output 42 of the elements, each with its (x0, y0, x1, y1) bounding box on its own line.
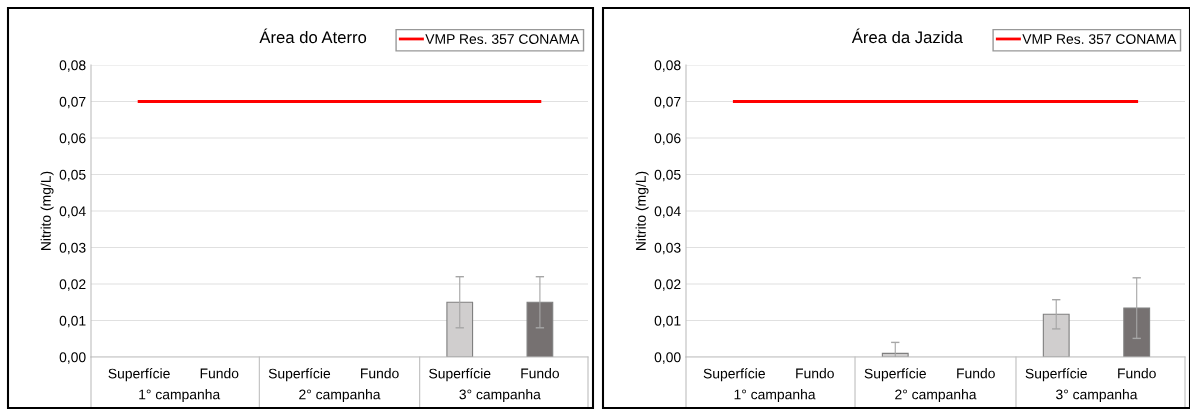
x-tick-label: Fundo (957, 368, 995, 379)
x-tick-label: Superfície (703, 368, 765, 382)
y-tick-label: 0,08 (654, 60, 681, 72)
y-tick-label: 0,03 (654, 242, 681, 255)
y-tick-label: 0,02 (59, 279, 86, 291)
y-tick-label: 0,05 (59, 169, 86, 182)
x-tick-label: Fundo (521, 368, 560, 379)
x-tick-label: Fundo (361, 368, 399, 379)
x-tick-label: Superfície (864, 368, 926, 382)
x-tick-label: Fundo (1118, 368, 1156, 379)
y-tick-label: 0,07 (654, 96, 681, 109)
y-tick-label: 0,06 (59, 133, 86, 145)
x-tick-label: Superfície (268, 368, 331, 382)
y-tick-label: 0,01 (654, 315, 681, 328)
x-tick-label: Superfície (429, 368, 491, 382)
text: 3° campanha (1056, 389, 1138, 403)
y-axis-title: Nitrito (mg/L) (40, 171, 54, 250)
text: 2° campanha (895, 389, 977, 403)
text: 1° campanha (734, 389, 816, 403)
x-tick-label: Fundo (796, 368, 834, 379)
y-tick-label: 0,00 (654, 352, 681, 364)
legend-label: VMP Res. 357 CONAMA (425, 34, 580, 44)
y-tick-label: 0,05 (654, 169, 681, 182)
y-tick-label: 0,08 (59, 60, 86, 72)
x-tick-label: Superfície (108, 368, 170, 382)
x-tick-label: Fundo (200, 368, 239, 379)
text: 3° campanha (459, 389, 541, 403)
y-tick-label: 0,07 (59, 96, 86, 109)
y-axis-title: Nitrito (mg/L) (635, 171, 649, 250)
legend-label: VMP Res. 357 CONAMA (1022, 34, 1177, 44)
y-tick-label: 0,02 (654, 279, 681, 291)
y-tick-label: 0,03 (59, 242, 86, 255)
text: 1° campanha (139, 389, 221, 403)
x-tick-label: Superfície (1025, 368, 1087, 382)
y-tick-label: 0,06 (654, 133, 681, 145)
y-tick-label: 0,04 (654, 206, 681, 218)
y-tick-label: 0,04 (59, 206, 86, 218)
text: 2° campanha (299, 389, 381, 403)
chart-title: Área da Jazida (851, 28, 963, 44)
chart-title: Área do Aterro (259, 28, 367, 44)
y-tick-label: 0,00 (59, 352, 86, 364)
y-tick-label: 0,01 (59, 315, 86, 328)
